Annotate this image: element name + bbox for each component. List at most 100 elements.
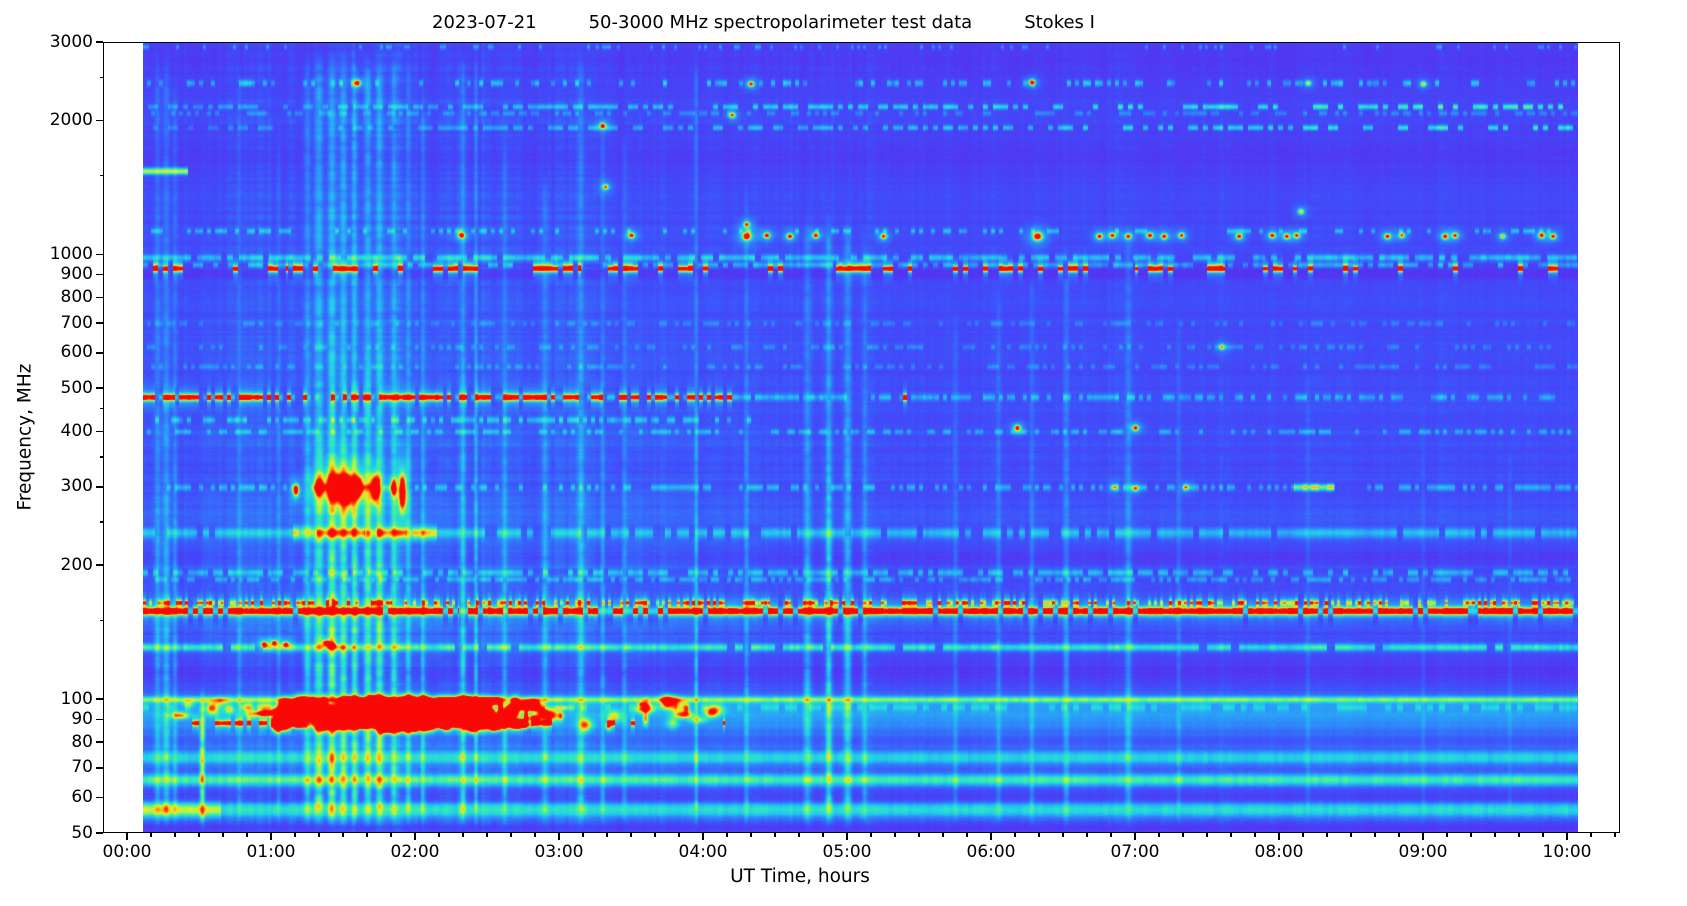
y-tick-label: 70: [71, 757, 93, 778]
y-tick: [96, 296, 103, 299]
x-tick: [846, 833, 848, 840]
y-minor-tick: [99, 620, 103, 622]
x-tick-label: 08:00: [1254, 842, 1304, 862]
x-minor-tick: [366, 833, 368, 837]
y-tick-label: 60: [71, 787, 93, 808]
y-tick-label: 3000: [49, 31, 93, 52]
x-minor-tick: [1038, 833, 1040, 837]
x-minor-tick: [870, 833, 872, 837]
x-tick: [1134, 833, 1136, 840]
x-minor-tick: [726, 833, 728, 837]
x-tick-label: 09:00: [1398, 842, 1448, 862]
x-tick-label: 01:00: [246, 842, 296, 862]
x-minor-tick: [150, 833, 152, 837]
x-tick-label: 02:00: [390, 842, 440, 862]
x-tick-label: 00:00: [102, 842, 152, 862]
x-minor-tick: [1086, 833, 1088, 837]
x-tick: [126, 833, 128, 840]
y-tick-label: 100: [60, 688, 93, 709]
y-tick: [96, 322, 103, 324]
plot-title: 2023-07-21 50-3000 MHz spectropolarimete…: [432, 12, 1095, 33]
x-minor-tick: [1014, 833, 1016, 837]
y-tick: [96, 253, 103, 255]
spectrogram-canvas: [143, 42, 1578, 833]
x-minor-tick: [222, 833, 224, 837]
x-minor-tick: [582, 833, 584, 837]
y-tick: [96, 698, 103, 700]
y-tick-label: 400: [60, 420, 93, 441]
x-minor-tick: [894, 833, 896, 837]
y-tick: [96, 797, 103, 799]
y-tick-label: 1000: [49, 243, 93, 264]
x-minor-tick: [678, 833, 680, 837]
x-minor-tick: [1494, 833, 1496, 837]
x-minor-tick: [534, 833, 536, 837]
y-tick-label: 90: [71, 708, 93, 729]
y-tick: [96, 767, 103, 769]
x-minor-tick: [654, 833, 656, 837]
x-tick-label: 06:00: [966, 842, 1016, 862]
x-minor-tick: [342, 833, 344, 837]
x-minor-tick: [774, 833, 776, 837]
y-tick: [96, 832, 103, 834]
x-minor-tick: [606, 833, 608, 837]
x-tick: [1278, 833, 1280, 840]
x-minor-tick: [174, 833, 176, 837]
y-tick-label: 80: [71, 731, 93, 752]
x-minor-tick: [1206, 833, 1208, 837]
y-tick-label: 900: [60, 264, 93, 285]
y-minor-tick: [99, 521, 103, 523]
y-minor-tick: [99, 407, 103, 410]
x-minor-tick: [1398, 833, 1400, 837]
x-minor-tick: [1110, 833, 1112, 837]
x-minor-tick: [1182, 833, 1184, 837]
x-minor-tick: [1230, 833, 1232, 837]
x-minor-tick: [438, 833, 440, 837]
x-minor-tick: [294, 833, 296, 837]
y-tick: [96, 273, 103, 276]
x-minor-tick: [750, 833, 752, 837]
x-tick: [1422, 833, 1424, 840]
x-tick-label: 03:00: [534, 842, 584, 862]
y-minor-tick: [99, 175, 103, 177]
x-minor-tick: [1590, 833, 1592, 837]
x-minor-tick: [630, 833, 632, 837]
x-minor-tick: [246, 833, 248, 837]
x-minor-tick: [318, 833, 320, 837]
plot-title-date: 2023-07-21: [432, 12, 537, 33]
x-minor-tick: [510, 833, 512, 837]
y-tick: [96, 387, 103, 389]
x-tick-label: 07:00: [1110, 842, 1160, 862]
x-minor-tick: [198, 833, 200, 837]
x-tick: [270, 833, 272, 840]
x-minor-tick: [462, 833, 464, 837]
x-minor-tick: [822, 833, 824, 837]
x-minor-tick: [1518, 833, 1520, 837]
x-tick: [414, 833, 416, 840]
y-minor-tick: [99, 76, 103, 78]
x-minor-tick: [966, 833, 968, 837]
y-tick: [96, 119, 103, 122]
x-minor-tick: [942, 833, 944, 837]
y-tick: [96, 41, 103, 43]
x-minor-tick: [1542, 833, 1544, 837]
y-minor-tick: [99, 456, 103, 458]
plot-title-main: 50-3000 MHz spectropolarimeter test data: [588, 12, 973, 33]
x-tick-label: 04:00: [678, 842, 728, 862]
x-minor-tick: [918, 833, 920, 837]
x-minor-tick: [390, 833, 392, 837]
x-minor-tick: [1254, 833, 1256, 837]
y-tick: [96, 741, 103, 743]
x-minor-tick: [798, 833, 800, 837]
y-tick-label: 300: [60, 476, 93, 497]
x-minor-tick: [486, 833, 488, 837]
x-minor-tick: [1446, 833, 1448, 837]
x-tick-label: 05:00: [822, 842, 872, 862]
y-tick-label: 800: [60, 286, 93, 307]
x-minor-tick: [1350, 833, 1352, 837]
y-tick: [96, 352, 103, 354]
y-tick-label: 600: [60, 342, 93, 363]
x-minor-tick: [1374, 833, 1376, 837]
y-tick: [96, 718, 103, 721]
